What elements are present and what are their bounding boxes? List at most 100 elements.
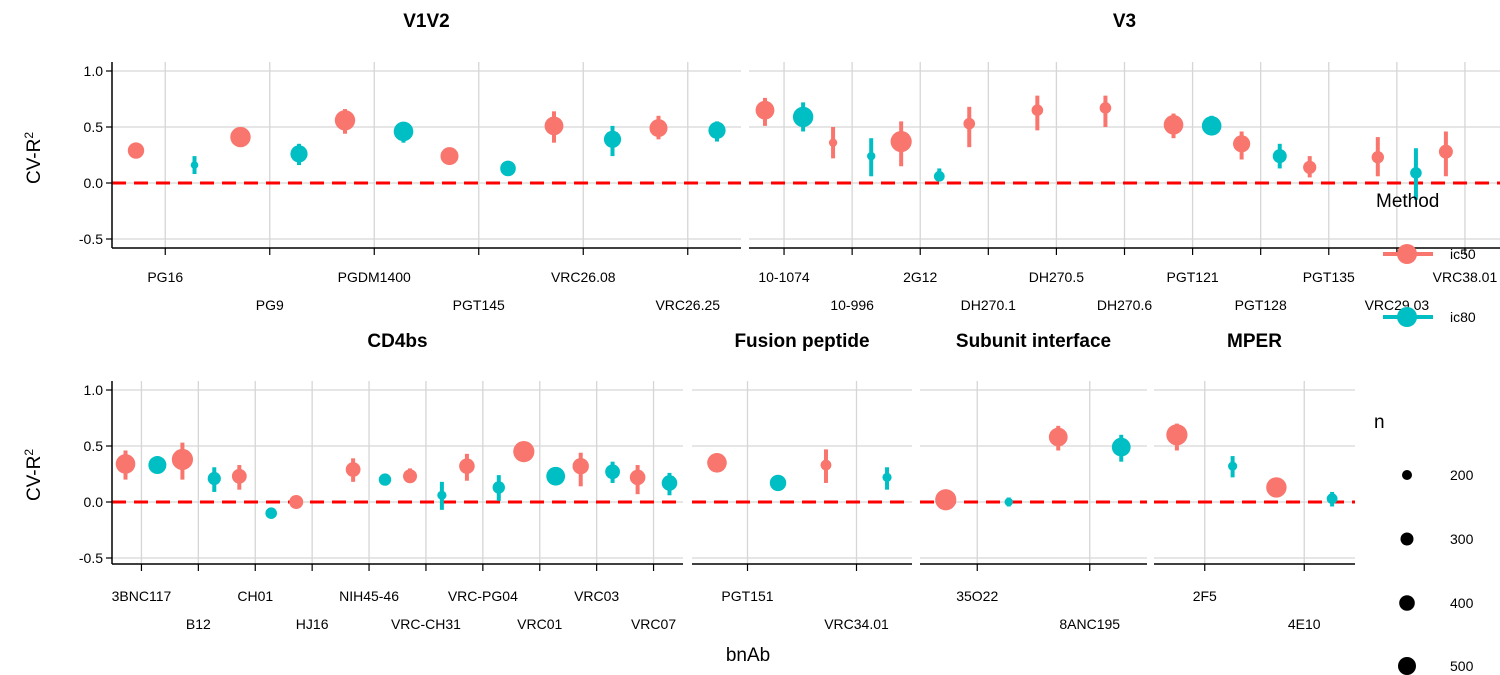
point-ic80 xyxy=(1410,167,1422,179)
x-tick-label: 2G12 xyxy=(903,269,937,285)
x-tick-label: PG16 xyxy=(147,269,183,285)
point-ic50 xyxy=(403,469,418,484)
x-tick-label: PG9 xyxy=(256,297,284,313)
point-ic80 xyxy=(378,473,392,486)
point-ic80 xyxy=(1228,461,1238,471)
x-tick-label: 10-1074 xyxy=(758,269,810,285)
point-ic50 xyxy=(963,117,976,130)
point-ic50 xyxy=(230,126,251,148)
x-tick-label: PGT128 xyxy=(1235,297,1287,313)
y-tick-label: -0.5 xyxy=(79,231,103,247)
x-tick-label: 2F5 xyxy=(1193,588,1217,604)
point-ic80 xyxy=(500,160,516,177)
x-tick-label: VRC26.25 xyxy=(655,297,720,313)
point-ic50 xyxy=(459,458,475,474)
legend-size-key xyxy=(1402,470,1412,480)
point-ic50 xyxy=(1266,477,1287,498)
y-tick-label: 0.0 xyxy=(84,494,104,510)
y-tick-label: 1.0 xyxy=(84,382,104,398)
legend-size-label: 200 xyxy=(1450,467,1474,483)
x-tick-label: DH270.1 xyxy=(961,297,1016,313)
point-ic50 xyxy=(1166,424,1188,446)
point-ic80 xyxy=(769,474,787,492)
point-ic80 xyxy=(492,481,505,494)
point-ic80 xyxy=(290,145,308,163)
x-tick-label: DH270.6 xyxy=(1097,297,1152,313)
y-axis-title: CV-R2 xyxy=(22,132,45,184)
panel-title: Subunit interface xyxy=(956,331,1111,352)
x-axis-title: bnAb xyxy=(726,645,770,666)
y-axis-title: CV-R2 xyxy=(22,449,45,501)
x-tick-label: 4E10 xyxy=(1288,616,1321,632)
point-ic80 xyxy=(867,151,876,161)
point-ic50 xyxy=(1371,151,1384,164)
point-ic80 xyxy=(546,466,566,486)
x-tick-label: 8ANC195 xyxy=(1059,616,1120,632)
panel-title: V3 xyxy=(1113,11,1136,32)
point-ic80 xyxy=(661,475,678,491)
point-ic80 xyxy=(207,471,221,486)
point-ic80 xyxy=(1326,493,1338,505)
panel-title: V1V2 xyxy=(403,11,449,32)
point-ic80 xyxy=(708,121,726,139)
point-ic50 xyxy=(115,454,136,474)
x-tick-label: VRC34.01 xyxy=(824,616,889,632)
x-tick-label: NIH45-46 xyxy=(339,588,399,604)
point-ic50 xyxy=(440,147,459,166)
point-ic50 xyxy=(1099,102,1112,114)
point-ic50 xyxy=(828,138,838,147)
point-ic50 xyxy=(755,100,775,120)
point-ic80 xyxy=(190,161,199,169)
legend-label-ic80: ic80 xyxy=(1450,309,1476,325)
x-tick-label: 3BNC117 xyxy=(112,588,172,604)
point-ic80 xyxy=(603,130,622,148)
x-tick-label: HJ16 xyxy=(296,616,329,632)
point-ic50 xyxy=(890,130,912,153)
legend-label-ic50: ic50 xyxy=(1450,246,1476,262)
x-tick-label: PGDM1400 xyxy=(338,269,411,285)
point-ic80 xyxy=(1004,497,1013,507)
point-ic50 xyxy=(231,468,247,484)
point-ic80 xyxy=(148,456,167,475)
point-ic50 xyxy=(544,116,564,136)
point-ic80 xyxy=(437,490,447,500)
y-tick-label: 1.0 xyxy=(84,63,104,79)
point-ic50 xyxy=(289,495,304,509)
x-tick-label: 35O22 xyxy=(956,588,998,604)
x-tick-label: PGT121 xyxy=(1167,269,1219,285)
x-tick-label: PGT151 xyxy=(721,588,773,604)
legend-size-key xyxy=(1399,595,1415,611)
legend-key-point-ic50 xyxy=(1397,244,1417,264)
legend-key-point-ic80 xyxy=(1397,307,1417,327)
y-tick-label: -0.5 xyxy=(79,550,103,566)
point-ic50 xyxy=(171,448,194,471)
point-ic50 xyxy=(127,142,145,159)
y-tick-label: 0.0 xyxy=(84,175,104,191)
point-ic80 xyxy=(792,106,814,128)
point-ic50 xyxy=(1303,160,1317,174)
panel-title: CD4bs xyxy=(367,331,427,352)
point-ic50 xyxy=(1163,114,1184,135)
point-ic50 xyxy=(935,489,957,511)
x-tick-label: B12 xyxy=(186,616,211,632)
point-ic80 xyxy=(265,507,277,519)
legend-method-title: Method xyxy=(1376,191,1439,212)
point-ic80 xyxy=(605,464,620,480)
point-ic50 xyxy=(572,457,589,475)
x-tick-label: VRC03 xyxy=(574,588,619,604)
point-ic50 xyxy=(1438,144,1453,159)
y-tick-label: 0.5 xyxy=(84,119,104,135)
x-tick-label: PGT135 xyxy=(1303,269,1355,285)
legend-size-label: 300 xyxy=(1450,531,1474,547)
point-ic80 xyxy=(393,121,414,142)
point-ic80 xyxy=(1201,116,1222,136)
legend-size-label: 500 xyxy=(1450,658,1474,674)
x-tick-label: VRC07 xyxy=(631,616,676,632)
point-ic50 xyxy=(1048,427,1068,447)
point-ic80 xyxy=(1272,149,1287,164)
x-tick-label: VRC01 xyxy=(517,616,562,632)
legend-size-title: n xyxy=(1374,412,1385,433)
point-ic80 xyxy=(1111,437,1131,457)
legend-size-label: 400 xyxy=(1450,595,1474,611)
